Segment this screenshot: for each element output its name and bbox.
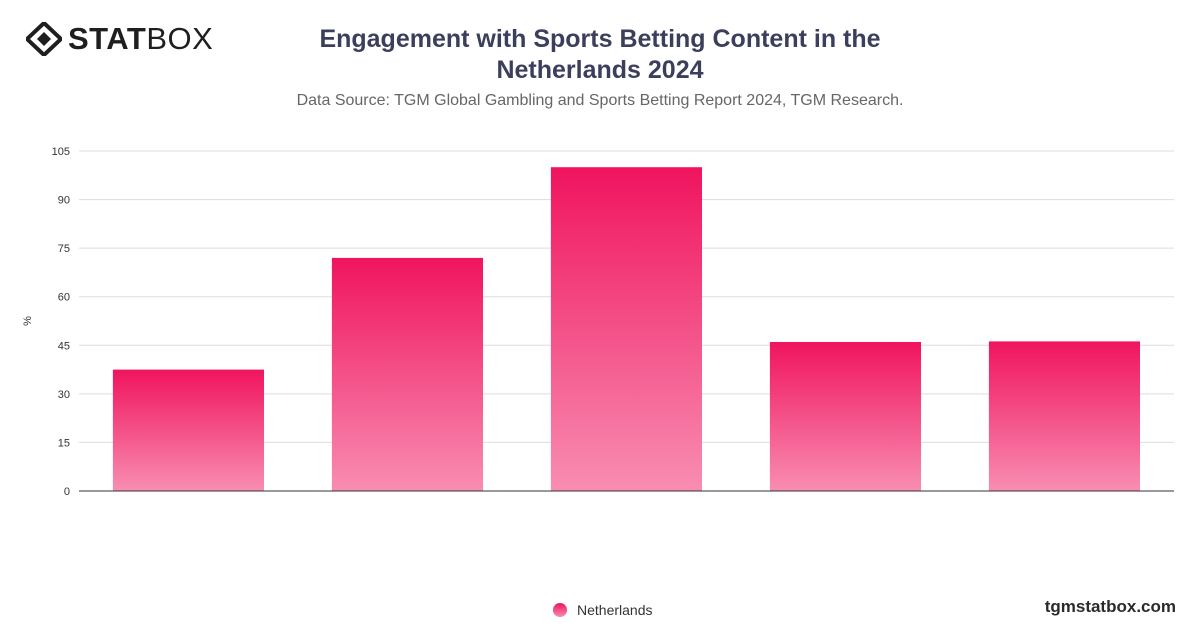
bar-3[interactable] (550, 167, 702, 491)
bar-2[interactable] (331, 257, 483, 491)
y-tick-label: 60 (58, 292, 70, 304)
statbox-logo-icon (26, 22, 62, 56)
statbox-logo-text: STATBOX (68, 21, 214, 56)
y-tick-label: 105 (52, 146, 70, 158)
y-tick-label: 45 (58, 340, 70, 352)
bar-1[interactable] (112, 369, 265, 491)
y-tick-label: 75 (58, 243, 70, 255)
chart-subtitle: Data Source: TGM Global Gambling and Spo… (296, 92, 904, 109)
statbox-logo: STATBOX (26, 22, 213, 56)
legend-label-netherlands: Netherlands (577, 602, 653, 618)
y-axis-label: % (22, 316, 34, 326)
chart-title: Engagement with Sports Betting Content i… (319, 25, 881, 84)
legend-swatch (553, 603, 567, 617)
y-tick-label: 15 (58, 437, 70, 449)
bar-5[interactable] (988, 341, 1140, 491)
y-tick-label: 30 (58, 389, 70, 401)
site-url[interactable]: tgmstatbox.com (1044, 597, 1176, 616)
legend[interactable]: Netherlands (553, 602, 653, 618)
y-tick-label: 0 (64, 486, 70, 498)
y-tick-label: 90 (58, 195, 70, 207)
bar-4[interactable] (769, 342, 921, 491)
